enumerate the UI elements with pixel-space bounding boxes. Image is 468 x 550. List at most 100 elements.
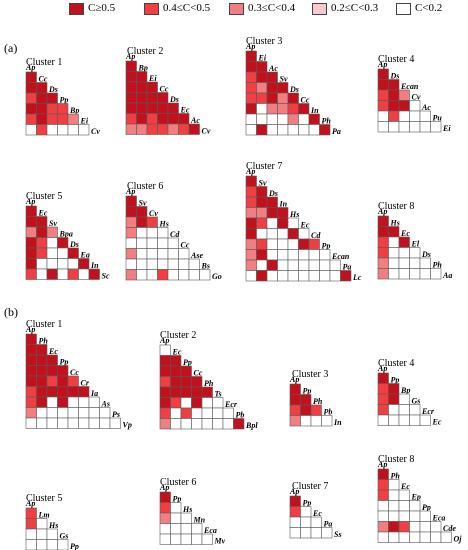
species-label: Hs [48, 521, 58, 530]
species-label: Cr [81, 379, 90, 388]
matrix-cell [398, 510, 410, 522]
matrix-cell [46, 365, 58, 377]
matrix-cell [398, 236, 410, 248]
matrix-cell [245, 71, 257, 83]
matrix-cell [388, 247, 400, 259]
matrix-cell [167, 113, 179, 125]
matrix-cell [409, 404, 421, 416]
species-label: Ap [377, 364, 387, 373]
legend-label: C≥0.5 [88, 2, 116, 14]
species-label: Mv [214, 537, 226, 546]
matrix-cell [377, 247, 389, 259]
matrix-cell [159, 523, 171, 535]
matrix-cell [36, 247, 48, 259]
matrix-cell [159, 418, 171, 430]
matrix-cell [88, 417, 100, 429]
species-label: Gs [412, 397, 421, 406]
species-label: Ei [442, 124, 451, 133]
matrix-cell [245, 50, 257, 62]
species-label: Bpl [245, 421, 258, 430]
matrix-cell [136, 81, 148, 93]
matrix-cell [25, 103, 37, 115]
species-label: Ec [38, 209, 48, 218]
species-label: Cc [39, 75, 48, 84]
matrix-cell [25, 113, 37, 125]
matrix-cell [256, 249, 268, 261]
species-label: Gs [60, 532, 69, 541]
matrix-cell [256, 92, 268, 104]
species-label: Ecr [421, 407, 435, 416]
species-label: Ap [25, 325, 35, 334]
species-label: Ap [25, 499, 35, 508]
matrix-cell [136, 269, 148, 281]
matrix-cell [25, 71, 37, 83]
matrix-cell [67, 268, 79, 280]
matrix-cell [287, 270, 299, 282]
matrix-cell [25, 518, 37, 530]
species-label: Ds [421, 250, 431, 259]
matrix-cell [277, 270, 289, 282]
matrix-cell [388, 257, 400, 269]
matrix-cell [256, 103, 268, 115]
species-label: In [90, 261, 99, 270]
species-label: Ase [190, 251, 203, 260]
matrix-cell [25, 354, 37, 366]
cluster-title: Cluster 8 [378, 454, 414, 465]
matrix-cell [25, 124, 37, 136]
matrix-cell [289, 394, 301, 406]
matrix-cell [388, 121, 400, 133]
legend-swatch [144, 3, 159, 15]
matrix-cell [430, 268, 442, 280]
matrix-cell [57, 365, 69, 377]
matrix-cell [222, 418, 234, 430]
matrix-cell [256, 217, 268, 229]
matrix-cell [289, 495, 301, 507]
species-label: Pp [303, 387, 312, 396]
matrix-cell [25, 258, 37, 270]
matrix-cell [146, 269, 158, 281]
matrix-cell [36, 365, 48, 377]
matrix-cell [36, 396, 48, 408]
matrix-cell [36, 113, 48, 125]
species-label: Cc [160, 85, 169, 94]
matrix-cell [377, 110, 389, 122]
matrix-cell [388, 531, 400, 543]
matrix-cell [36, 539, 48, 550]
matrix-cell [310, 404, 322, 416]
species-label: El [411, 240, 420, 249]
matrix-cell [377, 121, 389, 133]
matrix-cell [159, 397, 171, 409]
matrix-cell [419, 521, 431, 533]
species-label: Ap [159, 483, 169, 492]
matrix-cell [167, 102, 179, 114]
matrix-cell [377, 236, 389, 248]
matrix-cell [287, 259, 299, 271]
matrix-cell [25, 82, 37, 94]
matrix-cell [46, 124, 58, 136]
matrix-cell [136, 248, 148, 260]
matrix-cell [57, 375, 69, 387]
matrix-cell [440, 531, 452, 543]
matrix-cell [25, 528, 37, 540]
matrix-cell [308, 238, 320, 250]
matrix-cell [167, 269, 179, 281]
cluster-title: Cluster 5 [26, 493, 62, 504]
matrix-cell [419, 414, 431, 426]
species-label: Ds [48, 85, 58, 94]
matrix-cell [36, 407, 48, 419]
matrix-cell [256, 113, 268, 125]
matrix-cell [319, 124, 331, 136]
matrix-cell [57, 247, 69, 259]
matrix-cell [46, 375, 58, 387]
matrix-cell [377, 521, 389, 533]
species-label: Pp [60, 358, 69, 367]
cluster-title: Cluster 1 [26, 319, 62, 330]
matrix-cell [298, 124, 310, 136]
matrix-cell [289, 415, 301, 427]
matrix-cell [388, 236, 400, 248]
